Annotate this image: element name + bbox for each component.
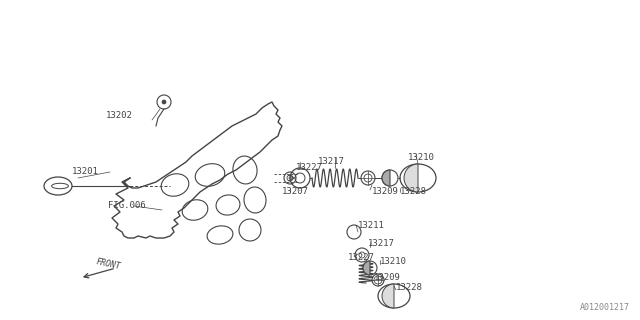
Text: 13202: 13202 bbox=[106, 111, 133, 121]
Wedge shape bbox=[363, 261, 370, 275]
Text: 13201: 13201 bbox=[72, 167, 99, 177]
Wedge shape bbox=[382, 284, 394, 308]
Text: FIG.006: FIG.006 bbox=[108, 202, 146, 211]
Wedge shape bbox=[382, 170, 390, 186]
Text: 13228: 13228 bbox=[396, 284, 423, 292]
Text: 13227: 13227 bbox=[348, 253, 375, 262]
Text: 13227: 13227 bbox=[296, 164, 323, 172]
Text: 13207: 13207 bbox=[282, 188, 309, 196]
Text: 13210: 13210 bbox=[408, 154, 435, 163]
Text: A012001217: A012001217 bbox=[580, 303, 630, 312]
Text: FRONT: FRONT bbox=[95, 257, 121, 271]
Circle shape bbox=[162, 100, 166, 104]
Text: 13209: 13209 bbox=[372, 188, 399, 196]
Text: 13211: 13211 bbox=[358, 221, 385, 230]
Text: 13210: 13210 bbox=[380, 258, 407, 267]
Text: 13217: 13217 bbox=[318, 157, 345, 166]
Wedge shape bbox=[404, 164, 418, 192]
Text: 13228: 13228 bbox=[400, 188, 427, 196]
Text: 13217: 13217 bbox=[368, 239, 395, 249]
Text: 13209: 13209 bbox=[374, 274, 401, 283]
